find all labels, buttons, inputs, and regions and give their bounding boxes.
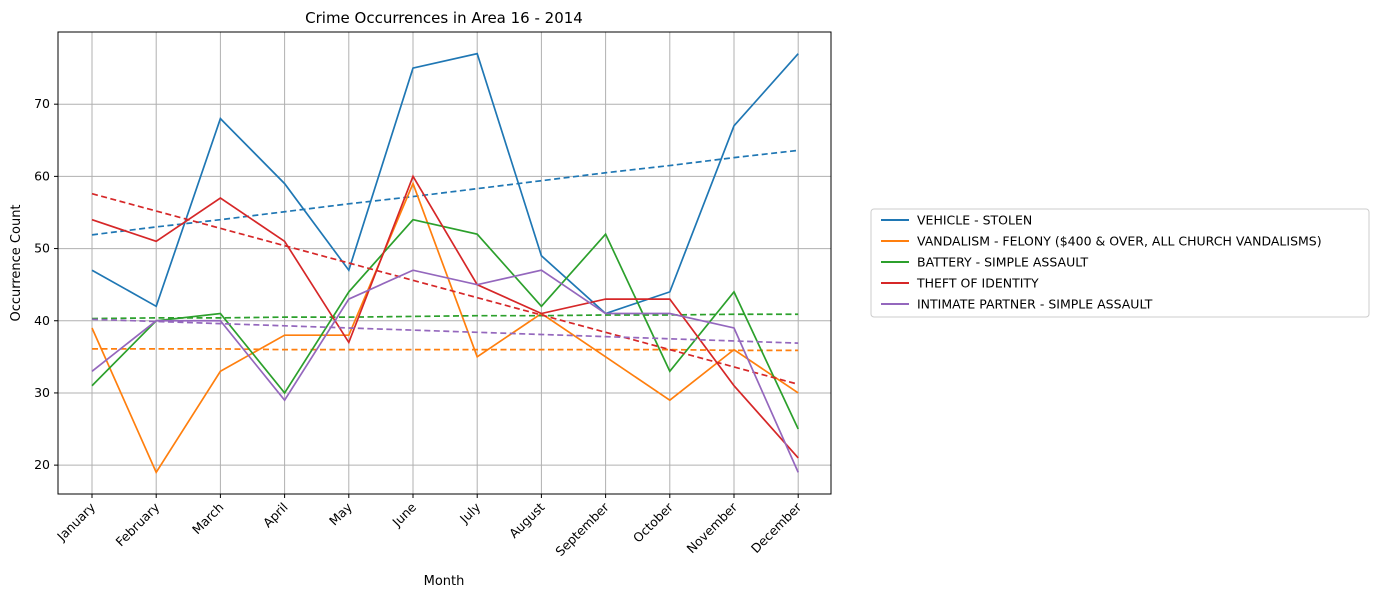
legend-label: THEFT OF IDENTITY xyxy=(916,276,1039,291)
y-axis-label: Occurrence Count xyxy=(9,204,24,321)
series-line xyxy=(91,218,799,430)
trend-line xyxy=(91,313,799,320)
series-line xyxy=(91,181,799,475)
legend: VEHICLE - STOLEN VANDALISM - FELONY ($400… xyxy=(870,208,1370,318)
x-axis-label: Month xyxy=(424,574,465,589)
y-tick-label: 60 xyxy=(34,168,50,183)
legend-label: VEHICLE - STOLEN xyxy=(917,213,1032,228)
x-tick-label: September xyxy=(552,499,612,559)
x-tick-label: October xyxy=(630,499,677,546)
legend-box xyxy=(870,208,1370,318)
trend-line xyxy=(91,149,799,236)
x-tick-label: November xyxy=(684,499,741,556)
series-line xyxy=(91,174,799,459)
grid-lines xyxy=(58,32,831,494)
x-tick-label: August xyxy=(506,499,548,541)
y-tick-label: 70 xyxy=(34,96,50,111)
chart-title: Crime Occurrences in Area 16 - 2014 xyxy=(305,9,583,27)
y-tick-label: 50 xyxy=(34,241,50,256)
y-axis-ticks: 20 30 40 50 60 70 xyxy=(34,96,58,472)
legend-label: INTIMATE PARTNER - SIMPLE ASSAULT xyxy=(917,297,1153,312)
trend-line xyxy=(91,318,799,344)
y-tick-label: 40 xyxy=(34,313,50,328)
series-lines xyxy=(91,52,799,475)
legend-label: VANDALISM - FELONY ($400 & OVER, ALL CHU… xyxy=(917,234,1322,249)
x-tick-label: June xyxy=(389,499,420,530)
x-tick-label: May xyxy=(326,499,355,528)
x-tick-label: January xyxy=(53,499,98,544)
trend-line xyxy=(91,192,799,386)
x-tick-label: July xyxy=(456,499,484,527)
legend-label: BATTERY - SIMPLE ASSAULT xyxy=(917,255,1088,270)
x-tick-label: December xyxy=(748,499,805,556)
series-line xyxy=(91,269,799,473)
x-tick-label: March xyxy=(189,500,227,538)
plot-frame xyxy=(57,31,832,495)
x-axis-ticks: January February March April May June July Augu… xyxy=(53,494,805,559)
x-tick-label: April xyxy=(260,500,291,531)
y-tick-label: 30 xyxy=(34,385,50,400)
series-line xyxy=(91,52,799,315)
x-tick-label: February xyxy=(113,499,163,549)
trend-line xyxy=(92,348,799,352)
y-tick-label: 20 xyxy=(34,457,50,472)
